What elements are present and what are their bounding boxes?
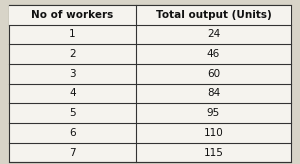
Text: 2: 2 bbox=[69, 49, 76, 59]
Text: 3: 3 bbox=[69, 69, 76, 79]
Text: No of workers: No of workers bbox=[31, 10, 114, 20]
Text: 60: 60 bbox=[207, 69, 220, 79]
Text: 84: 84 bbox=[207, 89, 220, 98]
Text: 110: 110 bbox=[204, 128, 223, 138]
Text: Total output (Units): Total output (Units) bbox=[156, 10, 271, 20]
Bar bbox=[9, 5, 291, 25]
Text: 95: 95 bbox=[207, 108, 220, 118]
Text: 5: 5 bbox=[69, 108, 76, 118]
Text: 115: 115 bbox=[203, 148, 224, 157]
Text: 7: 7 bbox=[69, 148, 76, 157]
Text: 24: 24 bbox=[207, 30, 220, 39]
Text: 4: 4 bbox=[69, 89, 76, 98]
Text: 1: 1 bbox=[69, 30, 76, 39]
Text: 46: 46 bbox=[207, 49, 220, 59]
Text: 6: 6 bbox=[69, 128, 76, 138]
